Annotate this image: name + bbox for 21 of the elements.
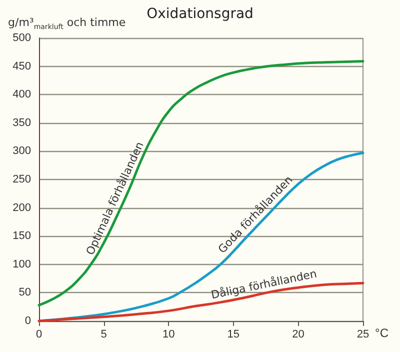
y-tick-label: 0 xyxy=(24,315,31,327)
x-axis-title: °C xyxy=(375,326,389,340)
x-tick-label: 0 xyxy=(36,328,42,340)
x-tick-label: 5 xyxy=(100,328,107,340)
y-axis-title: g/m³$_{markluft}$ och timme xyxy=(8,16,126,32)
x-tick-label: 20 xyxy=(292,328,304,340)
chart-title: Oxidationsgrad xyxy=(146,6,254,22)
x-tick-label: 25 xyxy=(356,328,370,340)
y-tick-label: 150 xyxy=(12,230,31,242)
y-tick-label: 400 xyxy=(12,88,31,101)
y-tick-label: 200 xyxy=(12,202,31,214)
x-tick-label: 10 xyxy=(162,328,175,340)
y-tick-label: 250 xyxy=(12,174,31,186)
y-tick-label: 50 xyxy=(18,286,31,299)
y-tick-label: 350 xyxy=(12,116,31,129)
x-tick-label: 15 xyxy=(227,328,240,340)
y-tick-label: 450 xyxy=(12,60,31,72)
line-series xyxy=(38,60,364,306)
y-tick-label: 100 xyxy=(12,258,31,270)
y-tick-label: 500 xyxy=(12,32,31,44)
y-tick-label: 300 xyxy=(12,145,31,158)
